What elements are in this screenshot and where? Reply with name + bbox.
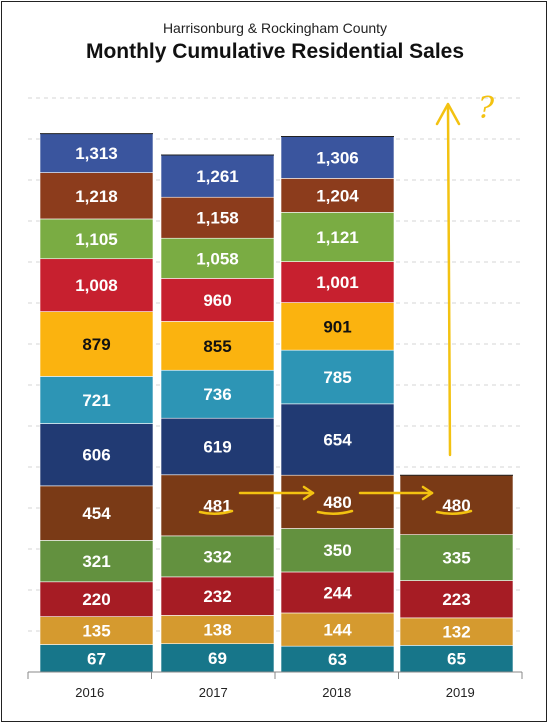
data-label: 132 — [442, 623, 470, 642]
x-tick-label: 2017 — [199, 685, 228, 700]
bar-segment — [399, 534, 514, 581]
question-mark-annotation: ? — [478, 91, 495, 126]
data-label: 785 — [323, 368, 351, 387]
data-label: 1,008 — [75, 276, 118, 295]
data-label: 335 — [442, 549, 470, 568]
chart-subtitle: Harrisonburg & Rockingham County — [162, 20, 388, 36]
arrow-head — [421, 485, 434, 501]
data-label: 901 — [323, 317, 351, 336]
bar-segment — [39, 133, 154, 173]
bar-segment — [280, 645, 395, 673]
data-label: 232 — [203, 587, 231, 606]
bar-segment — [280, 612, 395, 647]
bar-segment — [160, 535, 275, 578]
underline-annotation — [435, 509, 473, 515]
data-label: 69 — [208, 649, 227, 668]
bar-segment — [280, 403, 395, 476]
data-label: 454 — [82, 504, 111, 523]
data-label: 63 — [328, 650, 347, 669]
data-label: 1,121 — [316, 228, 359, 247]
bar-segment — [280, 212, 395, 262]
data-label: 138 — [203, 621, 231, 640]
data-label: 879 — [82, 335, 110, 354]
data-label: 1,058 — [196, 249, 239, 268]
data-label: 223 — [442, 590, 470, 609]
bar-segment — [160, 278, 275, 322]
data-label: 619 — [203, 438, 231, 457]
bar-segment — [280, 302, 395, 351]
underline-annotation — [198, 509, 234, 515]
x-tick-label: 2019 — [446, 685, 475, 700]
bar-segment — [39, 616, 154, 645]
chart-title: Monthly Cumulative Residential Sales — [85, 40, 465, 63]
data-label: 244 — [323, 583, 352, 602]
data-label: 1,001 — [316, 273, 359, 292]
bar-segment — [39, 258, 154, 312]
bar-segment — [160, 643, 275, 673]
bar-segment — [160, 154, 275, 198]
bar-segment — [160, 321, 275, 371]
bar-segment — [280, 178, 395, 213]
bar-segment — [280, 474, 395, 529]
data-label: 606 — [82, 446, 110, 465]
data-label: 1,158 — [196, 209, 239, 228]
bar-segment — [280, 571, 395, 614]
underline-annotation — [316, 509, 354, 515]
bar-segment — [280, 261, 395, 303]
data-label: 654 — [323, 431, 352, 450]
arrow-head — [302, 485, 315, 501]
bar-segment — [39, 376, 154, 424]
data-label: 350 — [323, 541, 351, 560]
bar-segment — [39, 540, 154, 583]
bar-segment — [160, 615, 275, 645]
data-label: 480 — [323, 493, 351, 512]
data-label: 1,313 — [75, 144, 118, 163]
bar-segment — [160, 474, 275, 537]
bar-segment — [160, 196, 275, 239]
bar-segment — [160, 237, 275, 279]
bar-segment — [399, 617, 514, 646]
bar-segment — [399, 645, 514, 673]
data-label: 960 — [203, 291, 231, 310]
data-label: 1,204 — [316, 186, 359, 205]
vertical-arrow-head — [435, 102, 461, 126]
data-label: 332 — [203, 547, 231, 566]
bar-segment — [39, 172, 154, 220]
bar-segment — [399, 580, 514, 619]
x-tick-label: 2016 — [75, 685, 104, 700]
data-label: 481 — [203, 496, 231, 515]
data-label: 1,306 — [316, 148, 359, 167]
data-label: 1,105 — [75, 230, 118, 249]
bar-segment — [160, 417, 275, 476]
data-label: 480 — [442, 496, 470, 515]
bar-segment — [39, 311, 154, 377]
data-label: 736 — [203, 385, 231, 404]
data-label: 321 — [82, 552, 110, 571]
data-label: 220 — [82, 590, 110, 609]
bar-segment — [160, 576, 275, 616]
data-label: 721 — [82, 391, 110, 410]
data-label: 855 — [203, 337, 231, 356]
bar-segment — [39, 218, 154, 260]
bar-segment — [160, 369, 275, 419]
data-label: 135 — [82, 622, 110, 641]
bar-segment — [280, 349, 395, 405]
data-label: 144 — [323, 621, 352, 640]
bar-segment — [39, 423, 154, 487]
bar-segment — [39, 485, 154, 541]
bar-segment — [39, 581, 154, 617]
data-label: 1,218 — [75, 187, 118, 206]
bar-segment — [39, 644, 154, 673]
x-tick-label: 2018 — [322, 685, 351, 700]
bar-segment — [280, 136, 395, 179]
data-label: 67 — [87, 649, 106, 668]
data-label: 65 — [447, 650, 466, 669]
data-label: 1,261 — [196, 167, 239, 186]
vertical-arrow-annotation — [446, 105, 452, 457]
